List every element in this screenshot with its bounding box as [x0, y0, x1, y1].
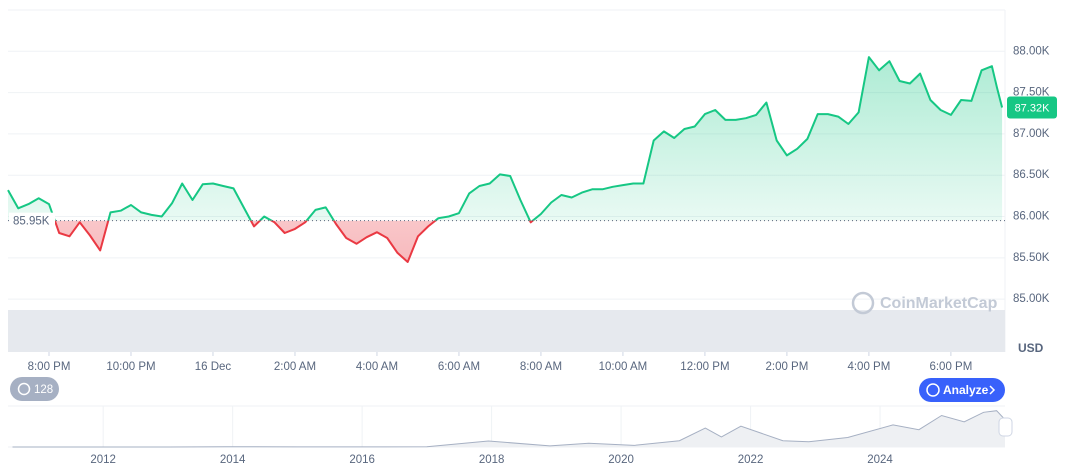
x-tick-label: 6:00 AM: [438, 361, 480, 373]
nav-tick-label: 2022: [738, 454, 764, 466]
x-tick-label: 2:00 AM: [274, 361, 316, 373]
x-tick-label: 10:00 AM: [599, 361, 648, 373]
button-label[interactable]: Analyze: [943, 383, 989, 397]
button-icon[interactable]: [926, 383, 940, 397]
analyze-button[interactable]: Analyze: [919, 378, 1005, 402]
x-tick-label: 4:00 PM: [847, 361, 890, 373]
nav-area: [12, 410, 1005, 447]
badge-count[interactable]: 128: [34, 384, 53, 396]
last-price-label: 87.32K: [1015, 102, 1051, 114]
last-price-box: [1007, 96, 1057, 119]
x-tick-label: 10:00 PM: [106, 361, 155, 373]
area-down: [54, 220, 533, 262]
x-tick-label: 2:00 PM: [765, 361, 808, 373]
history-badge[interactable]: 128: [10, 377, 59, 401]
navigator: [12, 406, 1006, 448]
price-plot: 85.95K: [7, 56, 1005, 263]
nav-handle[interactable]: [998, 417, 1013, 437]
x-tick-label: 8:00 PM: [28, 361, 71, 373]
badge-icon[interactable]: [17, 382, 31, 396]
y-tick-label: 86.50K: [1013, 169, 1050, 181]
watermark: CoinMarketCap: [851, 291, 998, 315]
y-tick-label: 85.50K: [1013, 252, 1050, 264]
y-tick-label: 87.00K: [1013, 128, 1050, 140]
x-tick-label: 12:00 PM: [680, 361, 729, 373]
watermark-logo: [851, 291, 875, 315]
baseline-label-bg: [9, 212, 55, 229]
line-up: [7, 56, 1004, 221]
nav-tick-label: 2016: [349, 454, 375, 466]
button-bg[interactable]: [919, 378, 1005, 402]
button-arrow[interactable]: [989, 385, 996, 395]
x-tick-label: 16 Dec: [195, 361, 232, 373]
currency-label: USD: [1018, 341, 1044, 355]
y-tick-label: 85.00K: [1013, 293, 1050, 305]
area-up: [8, 57, 1003, 221]
x-tick-label: 6:00 PM: [929, 361, 972, 373]
nav-tick-label: 2012: [90, 454, 116, 466]
x-tick-label: 8:00 AM: [520, 361, 562, 373]
nav-tick-label: 2018: [479, 454, 505, 466]
nav-tick-label: 2024: [867, 454, 893, 466]
x-tick-label: 4:00 AM: [356, 361, 398, 373]
y-tick-label: 86.00K: [1013, 211, 1050, 223]
nav-tick-label: 2020: [608, 454, 634, 466]
volume-area: [8, 310, 1005, 352]
y-tick-label: 87.50K: [1013, 87, 1050, 99]
watermark-text: CoinMarketCap: [880, 295, 998, 312]
nav-tick-label: 2014: [220, 454, 246, 466]
nav-line: [12, 410, 1006, 448]
y-tick-label: 88.00K: [1013, 45, 1050, 57]
baseline-label: 85.95K: [13, 216, 50, 228]
